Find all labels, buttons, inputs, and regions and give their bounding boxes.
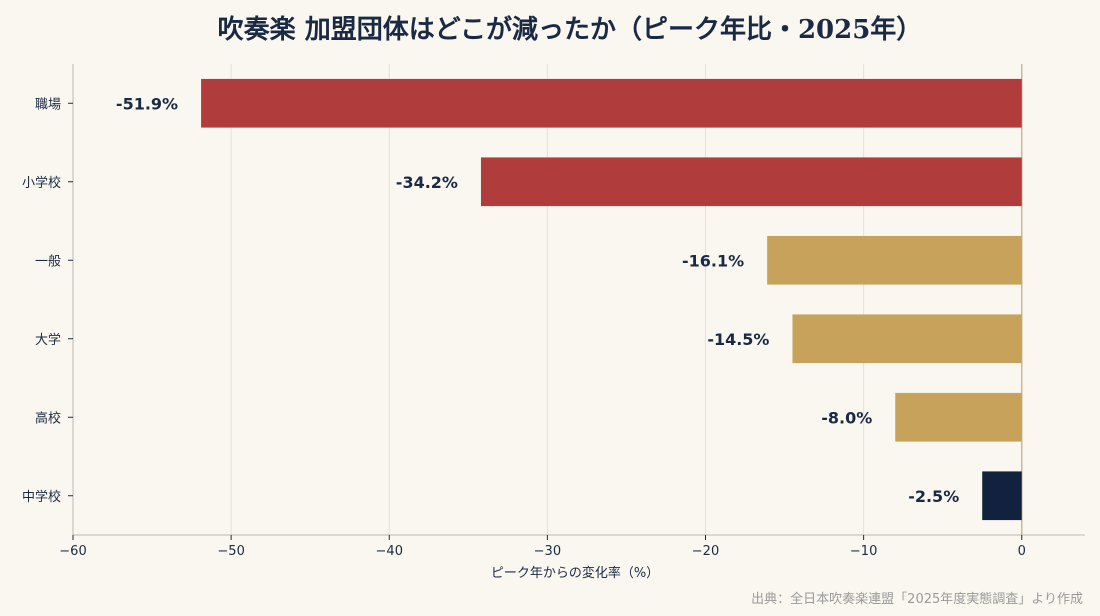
category-label: 中学校 <box>22 489 61 505</box>
category-label: 高校 <box>35 410 61 426</box>
labels: −60 −50 −40 −30 −20 −10 0 職場 -51.9% 小学校 -34.2% 一般 -1… <box>22 94 1026 559</box>
chart-title: 吹奏楽 加盟団体はどこが減ったか（ピーク年比・2025年） <box>218 14 923 45</box>
x-tick-label: −10 <box>850 544 877 559</box>
bar <box>201 78 1022 128</box>
x-tick-label: −20 <box>692 544 719 559</box>
category-label: 小学校 <box>22 175 61 191</box>
bar <box>982 471 1022 521</box>
grid-lines <box>72 64 1023 535</box>
data-label: -14.5% <box>707 330 769 349</box>
bar <box>792 314 1022 364</box>
data-label: -34.2% <box>396 173 458 192</box>
data-label: -2.5% <box>908 487 959 506</box>
data-label: -8.0% <box>821 408 872 427</box>
axes <box>68 64 1085 540</box>
bar <box>480 157 1022 207</box>
bars <box>201 78 1022 521</box>
x-tick-label: −60 <box>59 544 86 559</box>
x-tick-label: −50 <box>217 544 244 559</box>
category-label: 職場 <box>35 97 61 112</box>
x-tick-label: −30 <box>534 544 561 559</box>
category-label: 大学 <box>35 332 61 348</box>
data-label: -16.1% <box>682 251 744 270</box>
bar <box>895 392 1022 442</box>
data-label: -51.9% <box>116 94 178 113</box>
x-tick-label: −40 <box>376 544 403 559</box>
x-tick-label: 0 <box>1018 544 1026 559</box>
source-note: 出典：全日本吹奏楽連盟「2025年度実態調査」より作成 <box>751 591 1083 607</box>
bar <box>767 235 1022 285</box>
category-label: 一般 <box>35 253 61 269</box>
x-axis-label: ピーク年からの変化率（%） <box>491 565 659 581</box>
